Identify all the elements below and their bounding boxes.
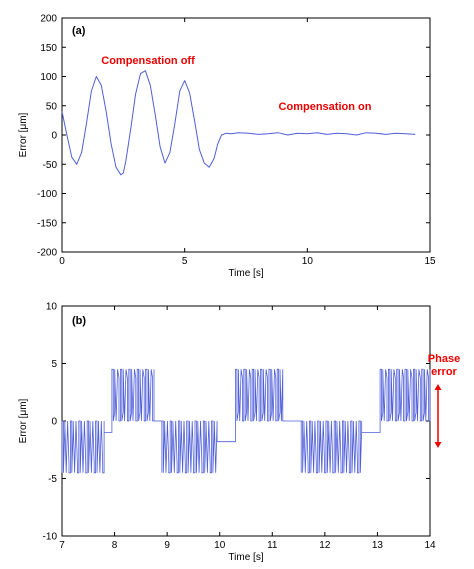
annotation-text: Phase <box>428 353 460 365</box>
y-axis-label: Error [μm] <box>18 112 29 157</box>
panel-label: (a) <box>72 25 86 37</box>
x-tick-label: 13 <box>372 540 384 551</box>
y-tick-label: 100 <box>40 72 57 83</box>
y-tick-label: -5 <box>48 474 57 485</box>
x-tick-label: 15 <box>424 256 436 267</box>
y-tick-label: 150 <box>40 43 57 54</box>
y-tick-label: 200 <box>40 14 57 25</box>
x-tick-label: 7 <box>59 540 65 551</box>
plot-area <box>61 305 431 537</box>
plot-area <box>61 17 431 253</box>
annotation-text: error <box>431 366 457 378</box>
y-tick-label: -100 <box>37 189 57 200</box>
x-tick-label: 10 <box>214 540 226 551</box>
phase-arrow-head-up <box>434 384 442 390</box>
annotation-text: Compensation off <box>101 55 195 67</box>
x-axis-label: Time [s] <box>228 268 263 279</box>
panel-label: (b) <box>72 315 86 327</box>
y-tick-label: -150 <box>37 218 57 229</box>
y-tick-label: -200 <box>37 248 57 259</box>
x-tick-label: 9 <box>164 540 170 551</box>
y-tick-label: 10 <box>46 302 58 313</box>
y-tick-label: 0 <box>51 417 57 428</box>
x-tick-label: 5 <box>182 256 188 267</box>
x-tick-label: 12 <box>319 540 331 551</box>
y-tick-label: 50 <box>46 101 58 112</box>
y-tick-label: -50 <box>43 160 58 171</box>
x-tick-label: 8 <box>112 540 118 551</box>
x-axis-label: Time [s] <box>228 552 263 563</box>
phase-arrow-head-down <box>434 442 442 448</box>
panel-a: -200 -150 -100 -50 0 50 100 150 200 0 5 10 15 Time [s… <box>18 14 436 280</box>
x-tick-label: 0 <box>59 256 65 267</box>
y-tick-label: 0 <box>51 131 57 142</box>
y-axis-label: Error [μm] <box>18 398 29 443</box>
y-tick-label: 5 <box>51 359 57 370</box>
x-tick-label: 10 <box>302 256 314 267</box>
annotation-text: Compensation on <box>279 101 372 113</box>
y-tick-label: -10 <box>43 532 58 543</box>
series-line <box>61 70 416 176</box>
panel-b: -10 -5 0 5 10 7 8 9 10 11 12 13 14 Time [s] Error [μm]… <box>18 302 460 564</box>
x-tick-label: 11 <box>267 540 278 551</box>
series-line <box>61 368 431 474</box>
x-tick-label: 14 <box>424 540 436 551</box>
